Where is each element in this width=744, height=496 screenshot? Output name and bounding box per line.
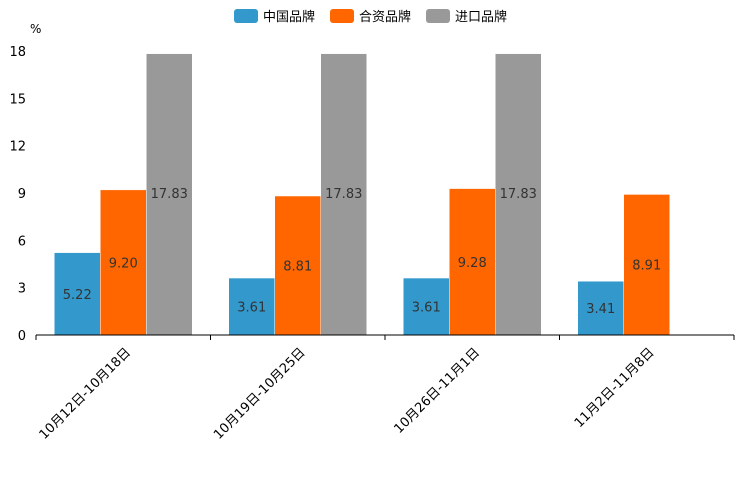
bar [274,195,321,336]
legend: 中国品牌 合资品牌 进口品牌 [234,9,507,25]
bar [623,194,670,336]
x-tick-label: 10月12日-10月18日 [37,345,134,442]
bar [100,189,147,336]
legend-label: 进口品牌 [455,9,507,25]
bar [403,277,450,336]
data-label: 3.61 [412,301,441,316]
data-label: 17.83 [500,187,537,202]
y-tick-label: 9 [18,187,26,202]
x-tick-label: 10月26日-11月1日 [391,345,483,437]
data-label: 8.91 [632,259,661,274]
legend-swatch [426,9,450,23]
y-axis: 0 3 6 9 12 15 18 [9,45,26,344]
data-label: 3.41 [586,302,615,317]
legend-label: 中国品牌 [263,9,315,25]
x-axis: 10月12日-10月18日 10月19日-10月25日 10月26日-11月1日 11… [35,334,735,443]
data-labels: 5.22 3.61 3.61 3.41 9.20 8.81 9.28 8.91 17.83 17.… [63,187,661,317]
y-tick-label: 0 [18,329,26,344]
y-tick-label: 6 [18,234,26,249]
y-tick-label: 3 [18,282,26,297]
data-label: 5.22 [63,288,92,303]
legend-swatch [330,9,354,23]
data-label: 17.83 [151,187,188,202]
y-tick-label: 15 [9,92,26,107]
bar [228,277,275,336]
data-label: 3.61 [237,301,266,316]
data-label: 9.28 [458,256,487,271]
legend-swatch [234,9,258,23]
y-axis-unit-label: % [30,22,41,36]
y-tick-label: 12 [9,140,26,155]
bars [54,53,670,336]
data-label: 9.20 [109,256,138,271]
x-tick-label: 11月2日-11月8日 [572,345,658,431]
bar [54,252,101,336]
x-tick-label: 10月19日-10月25日 [211,345,308,442]
y-tick-label: 18 [9,45,26,60]
legend-label: 合资品牌 [359,9,411,25]
bar [320,53,367,336]
data-label: 8.81 [283,259,312,274]
bar [495,53,542,336]
bar [577,280,624,336]
data-label: 17.83 [325,187,362,202]
